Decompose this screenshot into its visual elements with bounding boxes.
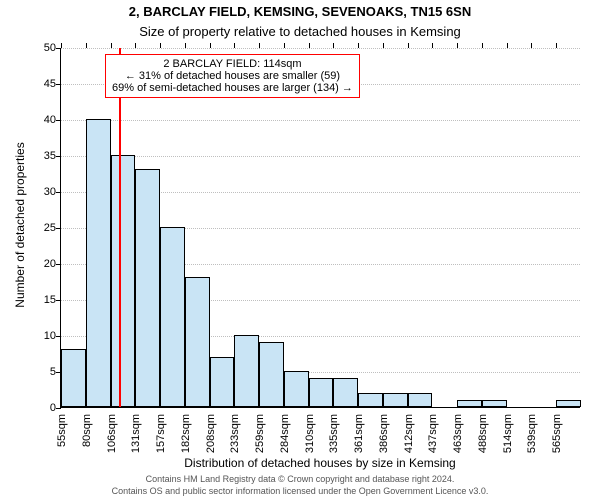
histogram-bar bbox=[408, 393, 433, 407]
xtick-mark bbox=[86, 43, 87, 48]
ytick-mark bbox=[56, 192, 61, 193]
xtick-label: 157sqm bbox=[155, 414, 167, 453]
xtick-label: 259sqm bbox=[254, 414, 266, 453]
ytick-mark bbox=[56, 336, 61, 337]
xtick-mark bbox=[383, 43, 384, 48]
chart-title-address: 2, BARCLAY FIELD, KEMSING, SEVENOAKS, TN… bbox=[0, 4, 600, 19]
histogram-bar bbox=[284, 371, 309, 407]
xtick-mark bbox=[185, 43, 186, 48]
histogram-bar bbox=[160, 227, 185, 407]
xtick-mark bbox=[284, 43, 285, 48]
histogram-bar bbox=[210, 357, 235, 407]
xtick-label: 463sqm bbox=[452, 414, 464, 453]
ytick-label: 10 bbox=[16, 330, 56, 342]
ytick-mark bbox=[56, 228, 61, 229]
xtick-label: 565sqm bbox=[551, 414, 563, 453]
ytick-label: 30 bbox=[16, 186, 56, 198]
histogram-bar bbox=[556, 400, 581, 407]
xtick-label: 488sqm bbox=[477, 414, 489, 453]
histogram-bar bbox=[234, 335, 259, 407]
ytick-label: 40 bbox=[16, 114, 56, 126]
xtick-mark bbox=[210, 43, 211, 48]
ytick-mark bbox=[56, 84, 61, 85]
ytick-mark bbox=[56, 156, 61, 157]
annotation-line: 69% of semi-detached houses are larger (… bbox=[112, 82, 353, 94]
footer-line1: Contains HM Land Registry data © Crown c… bbox=[0, 474, 600, 484]
histogram-bar bbox=[259, 342, 284, 407]
xtick-label: 80sqm bbox=[81, 414, 93, 447]
ytick-label: 50 bbox=[16, 42, 56, 54]
xtick-label: 182sqm bbox=[180, 414, 192, 453]
ytick-label: 5 bbox=[16, 366, 56, 378]
xtick-mark bbox=[160, 43, 161, 48]
chart-title-desc: Size of property relative to detached ho… bbox=[0, 24, 600, 39]
xtick-mark bbox=[333, 43, 334, 48]
reference-line bbox=[119, 48, 121, 407]
xtick-label: 310sqm bbox=[304, 414, 316, 453]
histogram-bar bbox=[185, 277, 210, 407]
ytick-label: 15 bbox=[16, 294, 56, 306]
ytick-label: 0 bbox=[16, 402, 56, 414]
ytick-mark bbox=[56, 300, 61, 301]
x-axis-ticks: 55sqm80sqm106sqm131sqm157sqm182sqm208sqm… bbox=[60, 408, 580, 458]
xtick-label: 208sqm bbox=[205, 414, 217, 453]
histogram-bar bbox=[135, 169, 160, 407]
ytick-label: 45 bbox=[16, 78, 56, 90]
ytick-label: 35 bbox=[16, 150, 56, 162]
ytick-mark bbox=[56, 120, 61, 121]
histogram-bar bbox=[482, 400, 507, 407]
xtick-mark bbox=[358, 43, 359, 48]
xtick-mark bbox=[507, 43, 508, 48]
xtick-label: 437sqm bbox=[427, 414, 439, 453]
y-axis-ticks: 05101520253035404550 bbox=[12, 48, 56, 408]
gridline bbox=[61, 156, 580, 157]
xtick-label: 539sqm bbox=[526, 414, 538, 453]
xtick-label: 386sqm bbox=[378, 414, 390, 453]
annotation-line: 2 BARCLAY FIELD: 114sqm bbox=[112, 58, 353, 70]
ytick-mark bbox=[56, 264, 61, 265]
xtick-mark bbox=[259, 43, 260, 48]
annotation-line: ← 31% of detached houses are smaller (59… bbox=[112, 70, 353, 82]
xtick-label: 55sqm bbox=[56, 414, 68, 447]
histogram-bar bbox=[61, 349, 86, 407]
xtick-mark bbox=[234, 43, 235, 48]
xtick-mark bbox=[432, 43, 433, 48]
xtick-mark bbox=[135, 43, 136, 48]
ytick-mark bbox=[56, 48, 61, 49]
gridline bbox=[61, 120, 580, 121]
xtick-label: 233sqm bbox=[229, 414, 241, 453]
xtick-label: 284sqm bbox=[279, 414, 291, 453]
annotation-box: 2 BARCLAY FIELD: 114sqm← 31% of detached… bbox=[105, 54, 360, 98]
gridline bbox=[61, 48, 580, 49]
histogram-bar bbox=[86, 119, 111, 407]
xtick-mark bbox=[408, 43, 409, 48]
footer-line2: Contains OS and public sector informatio… bbox=[0, 486, 600, 496]
xtick-mark bbox=[111, 43, 112, 48]
xtick-mark bbox=[531, 43, 532, 48]
xtick-mark bbox=[61, 43, 62, 48]
xtick-label: 335sqm bbox=[328, 414, 340, 453]
xtick-label: 361sqm bbox=[353, 414, 365, 453]
xtick-mark bbox=[457, 43, 458, 48]
chart-page: 2, BARCLAY FIELD, KEMSING, SEVENOAKS, TN… bbox=[0, 0, 600, 500]
xtick-mark bbox=[482, 43, 483, 48]
histogram-bar bbox=[309, 378, 334, 407]
histogram-bar bbox=[111, 155, 136, 407]
xtick-label: 412sqm bbox=[403, 414, 415, 453]
xtick-label: 106sqm bbox=[106, 414, 118, 453]
ytick-label: 25 bbox=[16, 222, 56, 234]
xtick-mark bbox=[556, 43, 557, 48]
histogram-bar bbox=[457, 400, 482, 407]
histogram-bar bbox=[358, 393, 383, 407]
xtick-label: 131sqm bbox=[130, 414, 142, 453]
histogram-bar bbox=[333, 378, 358, 407]
ytick-label: 20 bbox=[16, 258, 56, 270]
xtick-label: 514sqm bbox=[502, 414, 514, 453]
histogram-bar bbox=[383, 393, 408, 407]
xtick-mark bbox=[309, 43, 310, 48]
plot-area: 2 BARCLAY FIELD: 114sqm← 31% of detached… bbox=[60, 48, 580, 408]
x-axis-label: Distribution of detached houses by size … bbox=[60, 456, 580, 470]
